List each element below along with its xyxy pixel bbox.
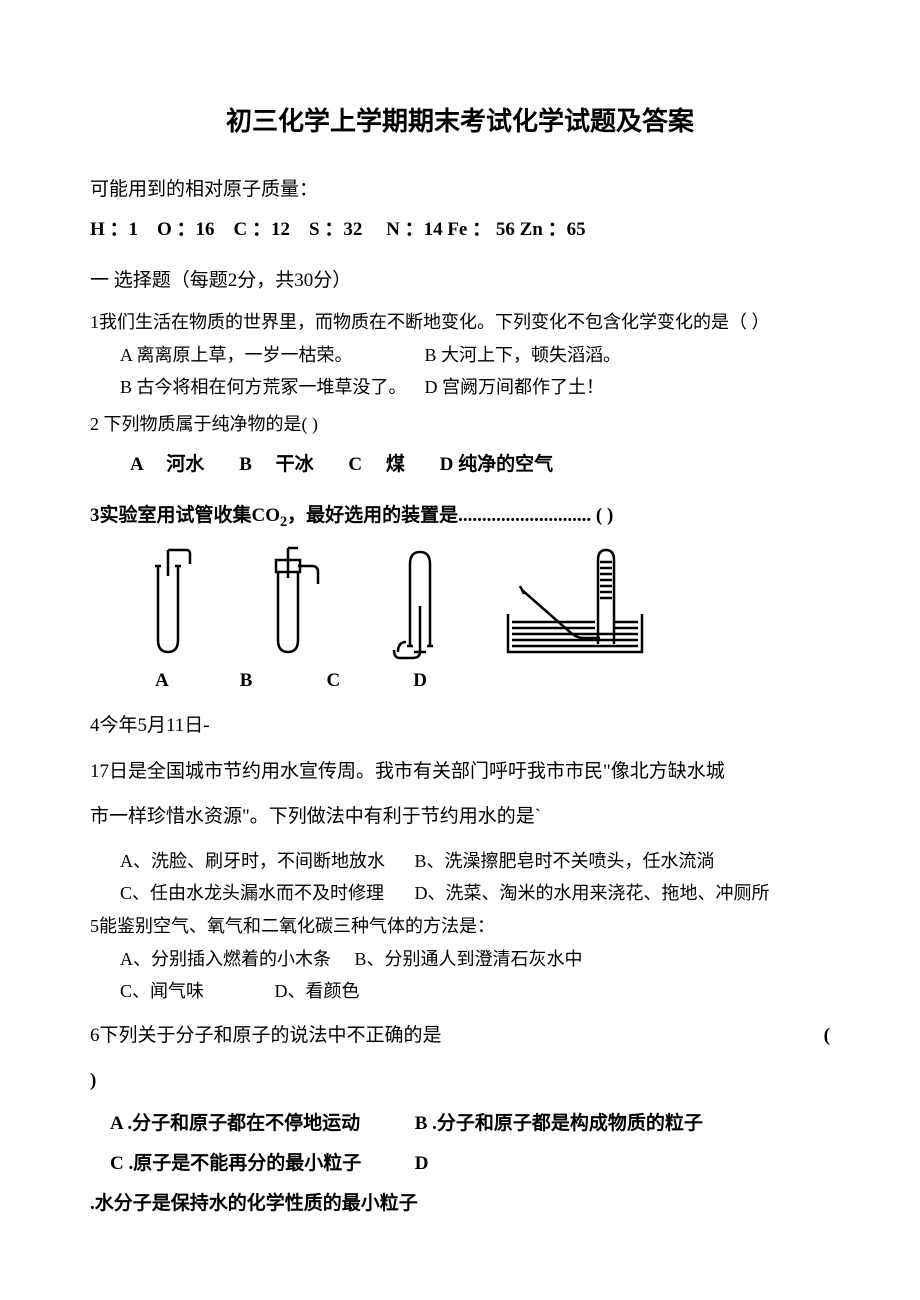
section-header: 一 选择题（每题2分，共30分） [90,265,830,297]
q4-options-row1: A、洗脸、刷牙时，不间断地放水 B、洗澡擦肥皂时不关喷头，任水流淌 [90,846,830,877]
q4-options-row2: C、任由水龙头漏水而不及时修理 D、洗菜、淘米的水用来浇花、拖地、冲厕所 [90,878,830,909]
q3-stem-pre: 3实验室用试管收集CO [90,505,280,526]
diagram-d [500,546,650,661]
question-5: 5能鉴别空气、氧气和二氧化碳三种气体的方法是： A、分别插入燃着的小木条 B、分… [90,911,830,1007]
q4-line3: 市一样珍惜水资源"。下列做法中有利于节约用水的是` [90,794,830,840]
q4-line2: 17日是全国城市节约用水宣传周。我市有关部门呼吁我市市民"像北方缺水城 [90,749,830,795]
q2-option-d: D 纯净的空气 [440,449,553,481]
q1-option-d: D 宫阙万间都作了土！ [425,377,605,397]
q5-option-a: A、分别插入燃着的小木条 [120,944,350,975]
question-3: 3实验室用试管收集CO2，最好选用的装置是...................… [90,500,830,697]
q1-stem: 1我们生活在物质的世界里，而物质在不断地变化。下列变化不包含化学变化的是（ ） [90,307,830,338]
q1-option-a: A 离离原上草，一岁一枯荣。 [120,340,420,371]
q2-options: A 河水 B 干冰 C 煤 D 纯净的空气 [90,449,830,481]
q5-option-b: B、分别通人到澄清石灰水中 [355,949,583,969]
q1-options-row2: B 古今将相在何方荒冢一堆草没了。 D 宫阙万间都作了土！ [90,372,830,403]
q1-options-row1: A 离离原上草，一岁一枯荣。 B 大河上下，顿失滔滔。 [90,340,830,371]
q6-paren-close: ) [90,1058,830,1104]
diagram-a [140,546,210,661]
q6-stem-row: 6下列关于分子和原子的说法中不正确的是 ( [90,1013,830,1059]
q3-stem-post: ，最好选用的装置是............................ ( … [287,505,613,526]
question-4: 4今年5月11日- 17日是全国城市节约用水宣传周。我市有关部门呼吁我市市民"像… [90,703,830,840]
q6-options-row1: A .分子和原子都在不停地运动 B .分子和原子都是构成物质的粒子 [90,1104,830,1144]
q2-option-c: C 煤 [348,449,404,481]
q5-options-row2: C、闻气味 D、看颜色 [90,976,830,1007]
atomic-masses-label: 可能用到的相对原子质量： [90,174,830,206]
q2-option-b: B 干冰 [239,449,313,481]
q4-option-d: D、洗菜、淘米的水用来浇花、拖地、冲厕所 [415,883,770,903]
q6-option-c: C .原子是不能再分的最小粒子 [110,1144,410,1184]
q3-label-a: A [155,665,235,697]
atomic-masses-values: H ：1 O ：16 C ：12 S ：32 N ：14 Fe ： 56 Zn … [90,214,830,246]
page-title: 初三化学上学期期末考试化学试题及答案 [90,100,830,144]
q5-option-d: D、看颜色 [275,981,360,1001]
question-6: 6下列关于分子和原子的说法中不正确的是 ( ) A .分子和原子都在不停地运动 … [90,1013,830,1224]
q6-stem: 6下列关于分子和原子的说法中不正确的是 [90,1013,442,1059]
q3-diagrams [90,546,830,661]
q2-option-a: A 河水 [130,449,204,481]
q3-label-d: D [413,665,427,697]
q6-option-d-label: D [415,1153,429,1174]
q6-option-b: B .分子和原子都是构成物质的粒子 [415,1113,703,1134]
q3-stem: 3实验室用试管收集CO2，最好选用的装置是...................… [90,500,830,534]
question-2: 2 下列物质属于纯净物的是( ) A 河水 B 干冰 C 煤 D 纯净的空气 [90,409,830,482]
q2-stem: 2 下列物质属于纯净物的是( ) [90,409,830,440]
diagram-c [390,546,450,661]
q6-option-d-text: .水分子是保持水的化学性质的最小粒子 [90,1184,830,1224]
q6-option-a: A .分子和原子都在不停地运动 [110,1104,410,1144]
q3-label-b: B [240,665,322,697]
q4-option-c: C、任由水龙头漏水而不及时修理 [120,878,410,909]
diagram-b [260,546,340,661]
q5-stem: 5能鉴别空气、氧气和二氧化碳三种气体的方法是： [90,911,830,942]
question-1: 1我们生活在物质的世界里，而物质在不断地变化。下列变化不包含化学变化的是（ ） … [90,307,830,403]
q6-options-row2: C .原子是不能再分的最小粒子 D [90,1144,830,1184]
q4-line1: 4今年5月11日- [90,703,830,749]
q3-label-c: C [327,665,409,697]
q6-paren-open: ( [824,1013,830,1059]
q5-option-c: C、闻气味 [120,976,270,1007]
q4-option-a: A、洗脸、刷牙时，不间断地放水 [120,846,410,877]
q1-option-b: B 大河上下，顿失滔滔。 [425,345,622,365]
q3-diagram-labels: A B C D [90,665,830,697]
q5-options-row1: A、分别插入燃着的小木条 B、分别通人到澄清石灰水中 [90,944,830,975]
q4-option-b: B、洗澡擦肥皂时不关喷头，任水流淌 [415,851,715,871]
q1-option-c: B 古今将相在何方荒冢一堆草没了。 [120,372,420,403]
